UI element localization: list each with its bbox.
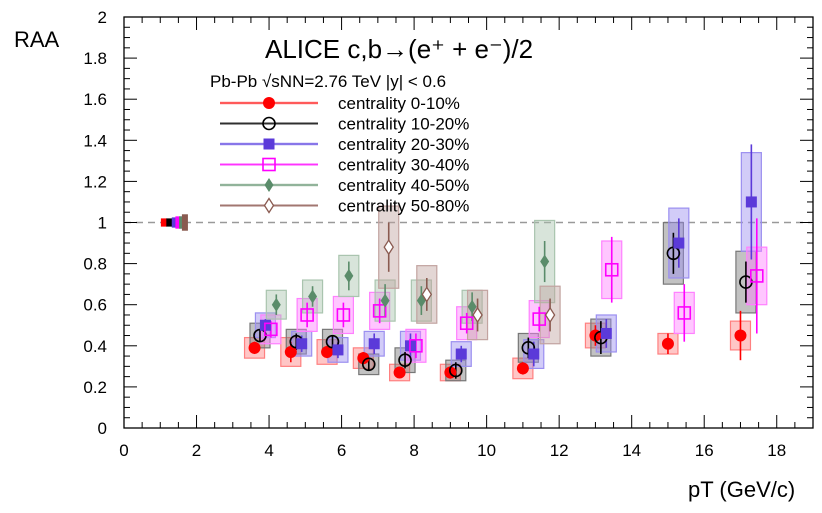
marker-series-5	[421, 286, 433, 303]
y-tick-labels: 0 0.2 0.4 0.6 0.8 1 1.2 1.4 1.6 1.8 2	[83, 8, 107, 438]
y-tick-label: 1.8	[83, 49, 107, 68]
marker-series-0	[357, 352, 370, 365]
y-tick-label: 1.2	[83, 172, 107, 191]
y-tick-label: 0	[98, 419, 107, 438]
marker-series-5	[383, 238, 394, 256]
marker-series-3	[749, 269, 764, 283]
x-tick-label: 12	[550, 441, 569, 460]
marker-series-1	[361, 357, 376, 372]
legend-marker	[263, 138, 275, 150]
marker-series-3	[264, 322, 278, 337]
legend-label: centrality 0-10%	[338, 94, 460, 113]
normalization-box	[166, 218, 173, 227]
marker-series-1	[398, 353, 412, 367]
marker-series-4	[344, 268, 354, 283]
marker-series-2	[745, 196, 757, 208]
marker-series-1	[449, 363, 463, 378]
normalization-uncertainty-boxes	[160, 214, 188, 231]
marker-series-4	[467, 299, 477, 314]
marker-series-4	[271, 297, 281, 312]
marker-series-3	[604, 262, 619, 277]
chart-title: ALICE c,b→(e⁺ + e⁻)/2	[265, 34, 533, 64]
legend-label: centrality 10-20%	[338, 115, 469, 134]
x-tick-label: 14	[622, 441, 641, 460]
marker-series-2	[600, 327, 612, 339]
x-tick-label: 8	[409, 441, 418, 460]
marker-series-3	[336, 308, 351, 322]
normalization-box	[171, 217, 178, 228]
marker-series-2	[673, 237, 685, 249]
marker-series-2	[332, 344, 344, 356]
marker-series-2	[528, 348, 540, 360]
legend-marker	[262, 116, 276, 131]
legend: centrality 0-10%centrality 10-20%central…	[220, 94, 469, 216]
normalization-box	[175, 216, 182, 229]
y-tick-label: 1.4	[83, 131, 107, 150]
y-tick-label: 0.2	[83, 378, 107, 397]
marker-series-0	[321, 345, 334, 358]
x-tick-label: 10	[477, 441, 496, 460]
y-tick-label: 1	[98, 214, 107, 233]
marker-series-0	[393, 366, 406, 379]
legend-label: centrality 50-80%	[338, 197, 469, 216]
axis-ticks	[123, 16, 814, 429]
marker-series-3	[532, 312, 547, 326]
legend-marker	[264, 178, 274, 192]
y-axis-title: RAA	[14, 27, 60, 52]
x-tick-label: 0	[119, 441, 128, 460]
legend-label: centrality 20-30%	[338, 135, 469, 154]
normalization-box	[181, 214, 188, 231]
marker-series-3	[300, 308, 314, 322]
normalization-box	[160, 218, 167, 227]
marker-series-3	[459, 316, 474, 330]
marker-series-3	[677, 306, 692, 320]
x-tick-label: 16	[695, 441, 714, 460]
marker-series-5	[472, 306, 483, 324]
y-tick-label: 0.6	[83, 296, 107, 315]
marker-series-3	[409, 338, 423, 353]
y-tick-label: 2	[98, 8, 107, 27]
marker-series-4	[540, 254, 550, 269]
data-markers	[248, 196, 764, 379]
x-tick-label: 4	[264, 441, 273, 460]
marker-series-2	[296, 338, 308, 350]
marker-series-2	[455, 348, 467, 360]
y-tick-label: 0.4	[83, 337, 107, 356]
x-tick-label: 6	[337, 441, 346, 460]
legend-label: centrality 40-50%	[338, 176, 469, 195]
marker-series-0	[248, 341, 261, 354]
x-tick-label: 2	[192, 441, 201, 460]
marker-series-0	[516, 362, 529, 375]
x-axis-title: pT (GeV/c)	[688, 477, 795, 502]
marker-series-5	[544, 306, 556, 324]
x-tick-label: 18	[767, 441, 786, 460]
chart-subtitle: Pb-Pb √sNN=2.76 TeV |y| < 0.6	[210, 72, 446, 91]
marker-series-0	[284, 345, 297, 358]
marker-series-1	[666, 246, 681, 261]
y-tick-label: 0.8	[83, 255, 107, 274]
legend-marker	[263, 97, 275, 109]
y-tick-label: 1.6	[83, 90, 107, 109]
marker-series-2	[368, 338, 380, 350]
legend-marker	[263, 197, 275, 214]
marker-series-3	[372, 304, 387, 318]
legend-label: centrality 30-40%	[338, 156, 469, 175]
marker-series-0	[734, 329, 747, 342]
marker-series-0	[661, 337, 674, 350]
x-tick-labels: 0 2 4 6 8 10 12 14 16 18	[119, 441, 786, 460]
legend-marker	[262, 157, 276, 172]
marker-series-4	[380, 293, 390, 308]
marker-series-4	[308, 289, 318, 304]
